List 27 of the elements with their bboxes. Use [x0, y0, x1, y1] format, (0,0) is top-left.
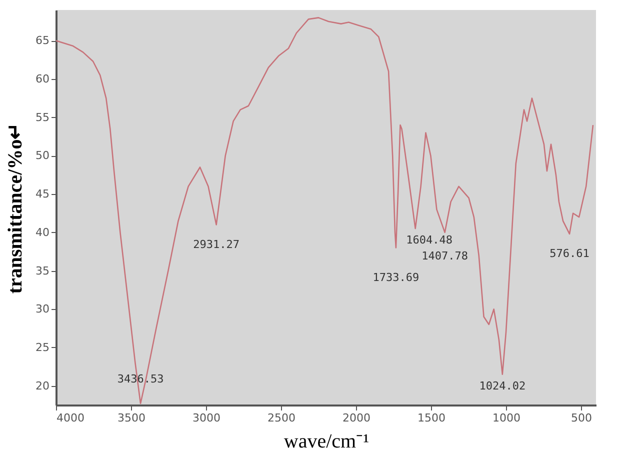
x-tick-label: 3000 — [192, 412, 220, 424]
x-tick-label: 3500 — [118, 412, 146, 424]
x-tick-label: 500 — [571, 412, 592, 424]
y-tick-label: 40 — [36, 226, 50, 239]
line-series — [56, 17, 594, 404]
y-tick-label: 50 — [36, 149, 50, 162]
y-tick-label: 30 — [36, 302, 50, 316]
x-axis-title: wave/cm⁻¹ — [284, 430, 370, 452]
y-axis-title: transmittance/%o↵ — [4, 122, 27, 294]
y-tick-label: 35 — [36, 264, 50, 278]
annotation: 1733.69 — [372, 270, 420, 284]
annotation: 576.61 — [550, 246, 590, 260]
y-tick-label: 20 — [36, 379, 50, 392]
annotation: 1407.78 — [422, 249, 468, 262]
y-tick-label: 55 — [36, 110, 50, 124]
y-tick-label: 60 — [36, 72, 50, 86]
annotation: 1024.02 — [479, 379, 526, 392]
x-tick-label: 4000 — [56, 412, 84, 424]
y-tick-label: 25 — [36, 340, 50, 354]
y-tick-label: 65 — [36, 34, 50, 48]
annotation: 2931.27 — [193, 238, 240, 251]
y-tick-label: 45 — [36, 188, 50, 201]
x-tick-label: 2500 — [268, 412, 296, 424]
x-tick-label: 1000 — [492, 412, 520, 424]
x-tick-label: 2000 — [342, 412, 370, 424]
x-tick-label: 1500 — [418, 412, 446, 424]
annotation: 1604.48 — [406, 234, 453, 247]
